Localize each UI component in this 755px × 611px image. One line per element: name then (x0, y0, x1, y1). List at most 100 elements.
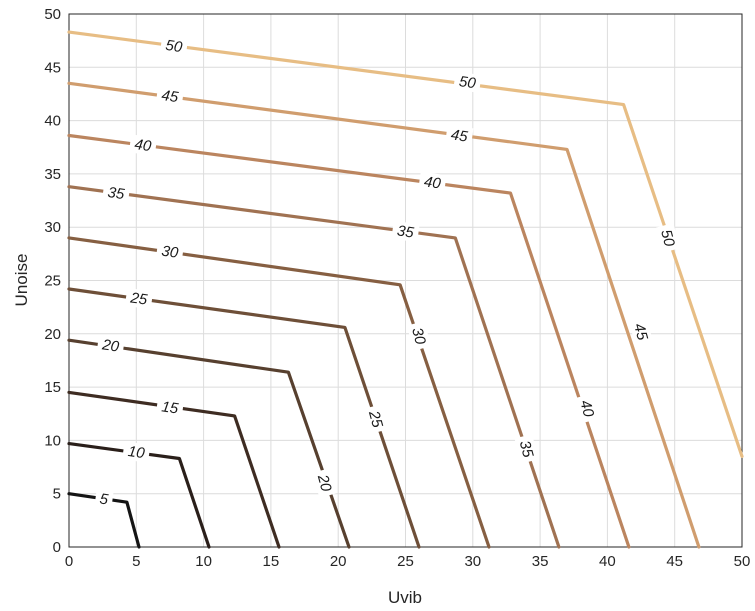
contour-label-text: 45 (160, 87, 180, 106)
x-tick-label: 25 (397, 553, 414, 570)
contour-label-45: 45 (628, 316, 654, 347)
contour-line-35 (67, 185, 561, 549)
contour-label-background (96, 334, 125, 357)
contour-label-background (128, 134, 158, 156)
contour-label-30: 30 (406, 321, 432, 351)
contour-label-15: 15 (155, 396, 185, 419)
x-tick-label: 50 (734, 553, 751, 570)
x-axis-label: Uvib (388, 588, 422, 607)
x-tick-label: 35 (532, 553, 549, 570)
contour-label-background (406, 321, 432, 351)
x-tick-label: 30 (464, 553, 481, 570)
y-tick-label: 50 (44, 6, 61, 23)
contour-label-5: 5 (94, 488, 114, 510)
contour-label-35: 35 (514, 434, 539, 464)
contour-line-10 (67, 442, 211, 549)
contour-label-50: 50 (655, 223, 681, 253)
contour-label-text: 25 (128, 289, 149, 308)
contour-label-text: 35 (516, 439, 537, 460)
contour-line-15 (67, 390, 281, 549)
contour-label-text: 40 (423, 173, 443, 192)
contour-label-text: 5 (99, 490, 110, 508)
contour-label-text: 30 (408, 326, 429, 347)
x-tick-label: 45 (666, 553, 683, 570)
y-tick-label: 10 (44, 432, 61, 449)
contour-label-background (124, 287, 154, 310)
contour-label-text: 10 (127, 443, 147, 462)
contour-label-text: 25 (365, 408, 386, 430)
contour-line-5 (67, 492, 141, 549)
contour-label-background (101, 182, 131, 204)
contour-label-background (628, 316, 654, 347)
contour-label-background (575, 393, 600, 424)
contour-label-text: 30 (160, 243, 180, 262)
contour-label-25: 25 (124, 287, 154, 310)
contour-label-text: 35 (396, 222, 416, 241)
y-tick-label: 40 (44, 113, 61, 130)
x-tick-label: 0 (65, 553, 73, 570)
contour-label-background (94, 488, 114, 510)
y-tick-label: 45 (44, 59, 61, 76)
contour-labels: 5 10 15 20 20 25 25 30 30 35 35 35 40 40 40 45 45 45 50 50 5… (94, 35, 681, 510)
x-tick-label: 5 (132, 553, 140, 570)
contour-label-background (155, 85, 185, 107)
contour-label-text: 45 (630, 322, 651, 343)
contour-label-25: 25 (363, 404, 388, 434)
contour-label-text: 50 (458, 73, 478, 92)
contour-line-45 (67, 81, 701, 549)
y-tick-labels: 0 5 10 15 20 25 30 35 40 45 50 (44, 6, 61, 556)
contour-label-background (155, 240, 185, 263)
contour-label-background (655, 223, 681, 253)
y-tick-label: 15 (44, 379, 61, 396)
contour-label-background (159, 35, 189, 57)
contour-label-50: 50 (159, 35, 189, 57)
contour-line-25 (67, 287, 421, 549)
contour-label-background (453, 71, 482, 93)
contour-label-text: 50 (164, 37, 184, 56)
y-tick-label: 0 (53, 539, 61, 556)
x-tick-label: 40 (599, 553, 616, 570)
x-tick-label: 10 (195, 553, 212, 570)
y-tick-label: 20 (44, 326, 61, 343)
x-tick-label: 20 (330, 553, 347, 570)
contour-label-30: 30 (155, 240, 185, 263)
contour-label-text: 50 (657, 228, 678, 249)
y-tick-label: 25 (44, 273, 61, 290)
contour-label-background (391, 220, 420, 243)
contour-label-background (445, 124, 474, 147)
contour-label-background (122, 441, 151, 463)
contour-label-text: 35 (107, 184, 127, 203)
contour-label-text: 40 (133, 136, 153, 155)
contour-label-background (418, 171, 447, 194)
x-tick-label: 15 (263, 553, 280, 570)
contour-label-text: 20 (314, 472, 335, 494)
contour-label-45: 45 (155, 85, 185, 107)
contour-line-40 (67, 133, 631, 549)
contour-label-20: 20 (312, 468, 337, 498)
y-axis-label: Unoise (12, 254, 31, 307)
contour-label-background (312, 468, 337, 498)
contour-line-30 (67, 236, 491, 549)
contour-label-text: 40 (576, 398, 597, 419)
x-tick-labels: 0 5 10 15 20 25 30 35 40 45 50 (65, 553, 751, 570)
contour-label-35: 35 (101, 182, 131, 204)
contour-label-background (514, 434, 539, 464)
contour-label-10: 10 (122, 441, 151, 463)
contour-label-text: 45 (450, 126, 470, 145)
plot-area-frame (68, 13, 743, 548)
contour-label-background (363, 404, 388, 434)
contour-label-40: 40 (418, 171, 447, 194)
contour-label-35: 35 (391, 220, 420, 243)
contour-label-40: 40 (128, 134, 158, 156)
contour-label-45: 45 (445, 124, 474, 147)
contour-label-text: 20 (100, 336, 121, 355)
contour-line-50 (67, 30, 744, 458)
y-tick-label: 30 (44, 219, 61, 236)
contour-label-background (155, 396, 185, 419)
contour-label-50: 50 (453, 71, 482, 93)
contour-line-20 (67, 338, 351, 549)
y-tick-label: 5 (53, 486, 61, 503)
contour-label-40: 40 (575, 393, 600, 424)
y-tick-label: 35 (44, 166, 61, 183)
